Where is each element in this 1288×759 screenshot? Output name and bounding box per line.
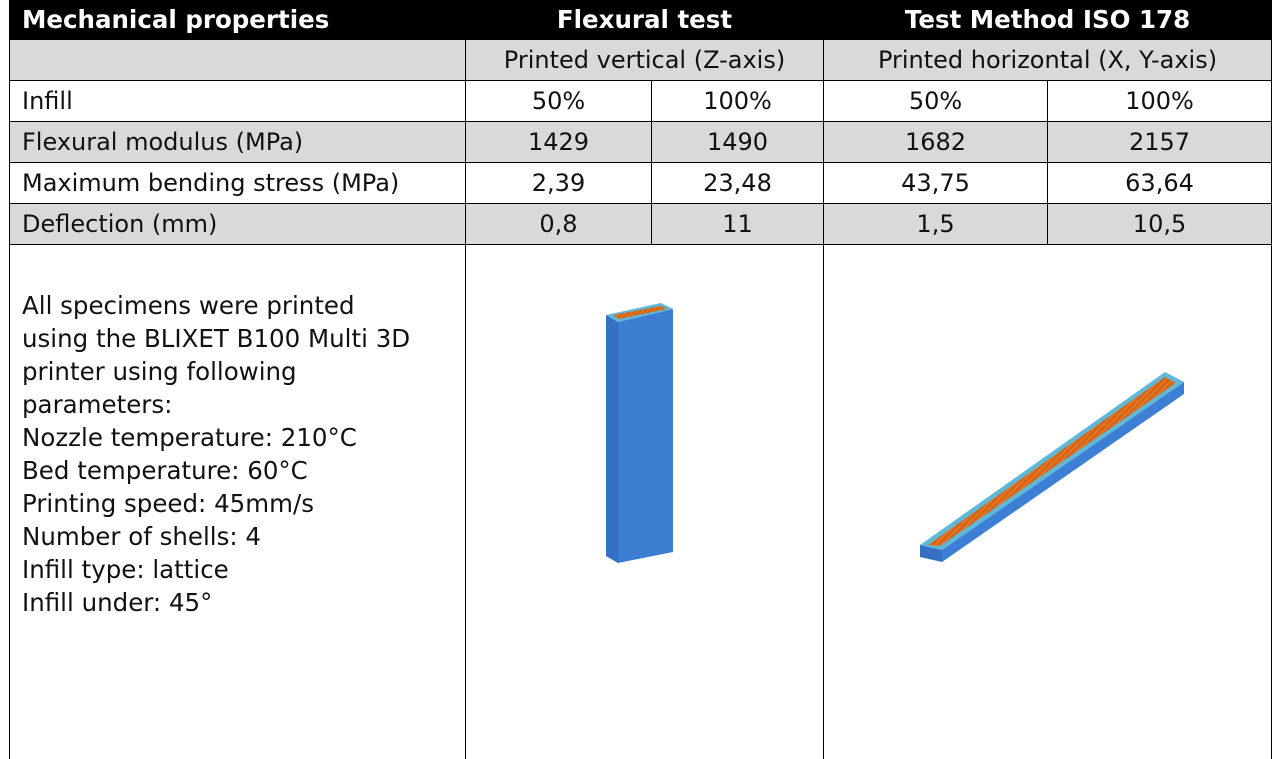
subheader-vertical: Printed vertical (Z-axis) (466, 40, 824, 81)
cell-value: 100% (1048, 81, 1272, 122)
table-row: Flexural modulus (MPa) 1429 1490 1682 21… (10, 122, 1272, 163)
table-row: Maximum bending stress (MPa) 2,39 23,48 … (10, 163, 1272, 204)
note-line: Printing speed: 45mm/s (22, 487, 453, 520)
specimen-front-face (618, 309, 673, 563)
note-line: Infill type: lattice (22, 553, 453, 586)
specimen-front-face (942, 382, 1184, 562)
cell-value: 50% (824, 81, 1048, 122)
cell-value: 23,48 (652, 163, 824, 204)
row-label: Infill (10, 81, 466, 122)
note-line: using the BLIXET B100 Multi 3D (22, 322, 453, 355)
horizontal-specimen-image (824, 245, 1270, 715)
note-line: Nozzle temperature: 210°C (22, 421, 453, 454)
header-row: Mechanical properties Flexural test Test… (10, 1, 1272, 40)
note-line: Number of shells: 4 (22, 520, 453, 553)
row-label: Deflection (mm) (10, 204, 466, 245)
cell-value: 2157 (1048, 122, 1272, 163)
table-row: Infill 50% 100% 50% 100% (10, 81, 1272, 122)
table-row: Deflection (mm) 0,8 11 1,5 10,5 (10, 204, 1272, 245)
note-line: All specimens were printed (22, 289, 453, 322)
row-label: Maximum bending stress (MPa) (10, 163, 466, 204)
horizontal-specimen-cell (824, 245, 1272, 759)
cell-value: 1429 (466, 122, 652, 163)
cell-value: 2,39 (466, 163, 652, 204)
specimen-side-face (606, 315, 618, 563)
subheader-row: Printed vertical (Z-axis) Printed horizo… (10, 40, 1272, 81)
specimen-infill (928, 377, 1176, 546)
note-line: Bed temperature: 60°C (22, 454, 453, 487)
cell-value: 43,75 (824, 163, 1048, 204)
note-line: parameters: (22, 388, 453, 421)
cell-value: 1682 (824, 122, 1048, 163)
note-line: printer using following (22, 355, 453, 388)
cell-value: 0,8 (466, 204, 652, 245)
cell-value: 1490 (652, 122, 824, 163)
cell-value: 50% (466, 81, 652, 122)
print-parameters-note: All specimens were printed using the BLI… (10, 245, 466, 759)
header-flexural-test: Flexural test (466, 1, 824, 40)
cell-value: 11 (652, 204, 824, 245)
vertical-specimen-cell (466, 245, 824, 759)
cell-value: 1,5 (824, 204, 1048, 245)
vertical-specimen-image (466, 245, 824, 715)
subheader-blank (10, 40, 466, 81)
header-mechanical-properties: Mechanical properties (10, 1, 466, 40)
note-line: Infill under: 45° (22, 586, 453, 619)
cell-value: 10,5 (1048, 204, 1272, 245)
header-test-method: Test Method ISO 178 (824, 1, 1272, 40)
cell-value: 100% (652, 81, 824, 122)
subheader-horizontal: Printed horizontal (X, Y-axis) (824, 40, 1272, 81)
cell-value: 63,64 (1048, 163, 1272, 204)
properties-table: Mechanical properties Flexural test Test… (9, 0, 1272, 759)
row-label: Flexural modulus (MPa) (10, 122, 466, 163)
notes-row: All specimens were printed using the BLI… (10, 245, 1272, 759)
